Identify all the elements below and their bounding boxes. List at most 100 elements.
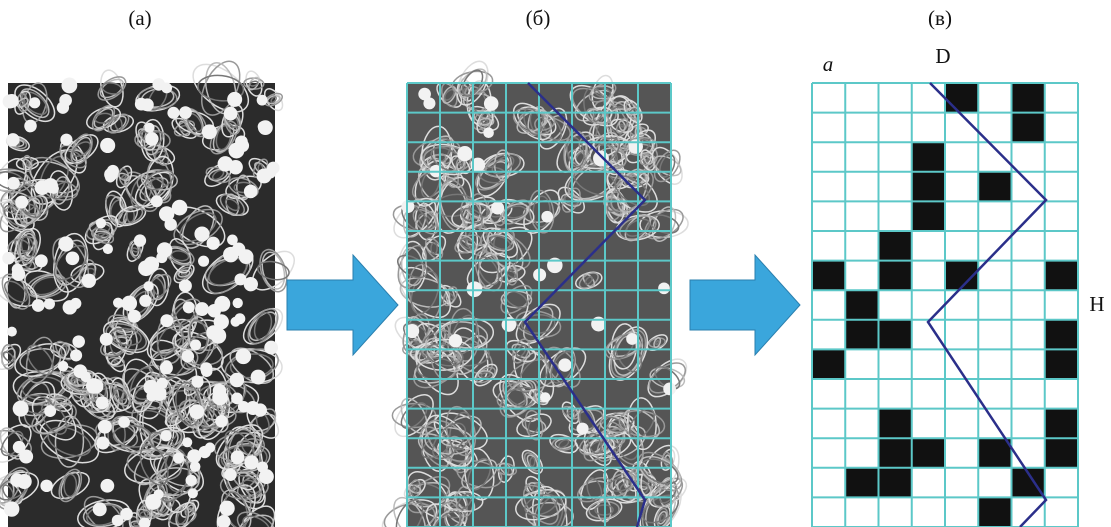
ball [187, 449, 201, 463]
panel-label: (а) [128, 6, 151, 30]
ball [60, 134, 72, 146]
ball [4, 501, 19, 516]
ball [233, 298, 243, 308]
arrow [690, 255, 800, 355]
ball [57, 101, 69, 113]
filled-cell [1045, 261, 1078, 291]
ball [98, 420, 112, 434]
ball [35, 180, 50, 195]
filled-cell [1045, 320, 1078, 350]
ball [5, 94, 19, 108]
photo [0, 55, 301, 527]
ball [162, 360, 172, 370]
ball [540, 392, 550, 402]
binary-grid [812, 83, 1078, 527]
ball [182, 350, 194, 362]
filled-cell [879, 438, 912, 468]
ball [44, 298, 55, 309]
ball [32, 299, 45, 312]
ball [658, 282, 670, 294]
ball [182, 437, 192, 447]
ball [418, 88, 431, 101]
filled-cell [978, 172, 1011, 202]
ball [12, 267, 26, 281]
arrow [287, 255, 398, 355]
ball [483, 127, 494, 138]
ball [457, 146, 472, 161]
ball [118, 416, 130, 428]
ball [167, 107, 179, 119]
filled-cell [845, 468, 878, 498]
ball [179, 279, 192, 292]
ball [7, 177, 20, 190]
ball [173, 453, 184, 464]
width-label: D [935, 44, 950, 68]
ball [139, 295, 151, 307]
ball [120, 508, 133, 521]
ball [86, 378, 102, 394]
ball [267, 162, 280, 175]
gridded-photo [377, 57, 693, 527]
filled-cell [945, 83, 978, 113]
ball [144, 281, 154, 291]
ball [151, 195, 163, 207]
filled-cell [1012, 113, 1045, 143]
ball [179, 106, 192, 119]
ball [195, 302, 209, 316]
ball [194, 226, 209, 241]
ball [160, 314, 173, 327]
ball [192, 376, 204, 388]
ball [244, 455, 258, 469]
ball [663, 383, 676, 396]
ball [134, 234, 146, 246]
filled-cell [1045, 409, 1078, 439]
ball [541, 211, 553, 223]
ball [484, 96, 499, 111]
ball [2, 252, 15, 265]
ball [190, 339, 201, 350]
ball [96, 396, 109, 409]
ball [241, 402, 251, 412]
filled-cell [912, 201, 945, 231]
ball [212, 390, 228, 406]
ball [244, 277, 258, 291]
ball [96, 218, 106, 228]
ball [577, 423, 589, 435]
ball [146, 391, 157, 402]
ball [61, 78, 77, 94]
ball [66, 251, 80, 265]
ball [231, 393, 243, 405]
ball [107, 165, 119, 177]
ball [156, 252, 167, 263]
ball [13, 401, 29, 417]
corner-label: a [823, 52, 834, 76]
ball [96, 436, 109, 449]
ball [122, 296, 138, 312]
ball [264, 341, 278, 355]
ball [29, 97, 40, 108]
ball [231, 450, 245, 464]
filled-cell [1012, 83, 1045, 113]
ball [145, 132, 158, 145]
ball [6, 133, 19, 146]
ball [70, 349, 82, 361]
height-label: H [1089, 292, 1104, 316]
ball [210, 328, 226, 344]
ball [93, 502, 107, 516]
ball [72, 335, 85, 348]
panel-label: (б) [526, 6, 551, 30]
ball [58, 236, 73, 251]
ball [70, 298, 81, 309]
ball [198, 256, 209, 267]
ball [236, 349, 252, 365]
ball [234, 313, 245, 324]
filled-cell [879, 231, 912, 261]
ball [40, 480, 52, 492]
ball [239, 249, 254, 264]
ball [103, 244, 113, 254]
ball [593, 151, 609, 167]
ball [558, 358, 571, 371]
ball [144, 123, 154, 133]
filled-cell [912, 142, 945, 172]
ball [236, 139, 249, 152]
